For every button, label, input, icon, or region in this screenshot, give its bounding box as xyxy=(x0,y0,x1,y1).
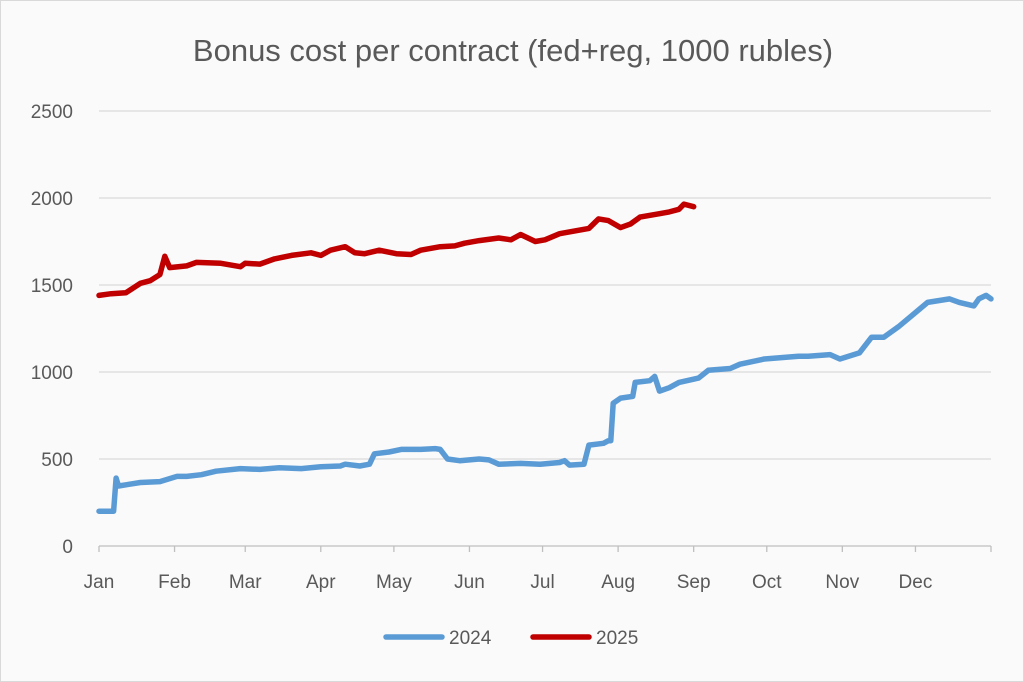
x-tick-label: Aug xyxy=(601,572,635,593)
x-tick-label: Dec xyxy=(899,572,933,593)
x-tick-label: Sep xyxy=(677,572,711,593)
y-tick-label: 0 xyxy=(62,537,73,558)
x-tick-label: Oct xyxy=(752,572,782,593)
y-tick-label: 2500 xyxy=(31,102,73,123)
legend-item-2024: 2024 xyxy=(383,628,492,649)
series-line-2025 xyxy=(96,201,697,299)
legend-item-2025: 2025 xyxy=(530,628,638,649)
x-tick-label: Jan xyxy=(84,572,115,593)
x-tick-label: Nov xyxy=(825,572,859,593)
x-tick-label: Mar xyxy=(229,572,262,593)
legend-label: 2025 xyxy=(596,628,638,649)
x-tick-label: Jun xyxy=(454,572,485,593)
y-tick-label: 2000 xyxy=(31,189,73,210)
y-tick-label: 500 xyxy=(41,450,73,471)
x-tick-label: Apr xyxy=(306,572,336,593)
x-tick-label: May xyxy=(376,572,412,593)
series-line-2024 xyxy=(96,292,994,514)
y-tick-label: 1000 xyxy=(31,363,73,384)
chart-title: Bonus cost per contract (fed+reg, 1000 r… xyxy=(193,33,833,68)
x-tick-label: Jul xyxy=(530,572,554,593)
legend-label: 2024 xyxy=(449,628,492,649)
x-tick-label: Feb xyxy=(158,572,191,593)
y-tick-label: 1500 xyxy=(31,276,73,297)
